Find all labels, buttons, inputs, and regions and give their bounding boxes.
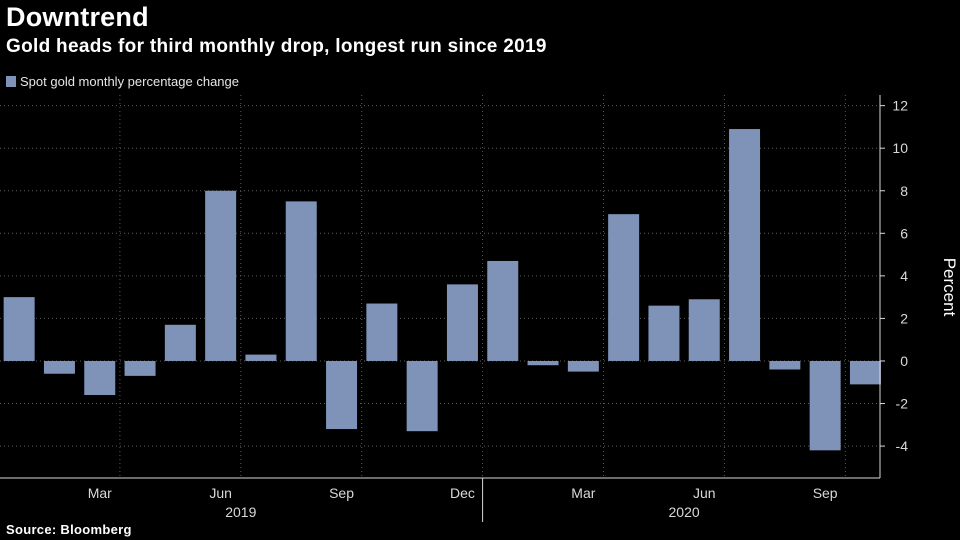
x-tick-label: Sep [329, 485, 354, 501]
x-tick-label: Sep [813, 485, 838, 501]
y-axis-label: Percent [940, 258, 959, 317]
axis-layer: -4 -2 0 2 4 6 8 10 12 Mar Jun Sep Dec Mar Jun Sep 2019 20… [0, 95, 908, 522]
bar-may-2020 [648, 305, 680, 361]
bar-jul-2019 [245, 354, 277, 361]
y-tick-label: 12 [892, 98, 908, 114]
bar-jan-2019 [3, 297, 35, 361]
bar-apr-2020 [608, 214, 640, 361]
bar-apr-2019 [124, 360, 156, 376]
bar-jan-2020 [487, 260, 519, 361]
bar-jun-2019 [205, 190, 237, 361]
y-tick-label: 0 [900, 353, 908, 369]
y-tick-label: 10 [892, 140, 908, 156]
source-note: Source: Bloomberg [6, 522, 132, 537]
x-tick-label: Jun [693, 485, 716, 501]
bar-jul-2020 [729, 129, 761, 361]
bar-jun-2020 [688, 299, 720, 361]
bar-nov-2019 [406, 360, 438, 432]
bar-feb-2020 [527, 360, 559, 366]
y-tick-label: 4 [900, 268, 908, 284]
y-tick-label: 6 [900, 225, 908, 241]
y-tick-label: -4 [896, 438, 909, 454]
x-year-label: 2020 [669, 504, 700, 520]
bar-feb-2019 [43, 360, 75, 374]
bar-oct-2019 [366, 303, 398, 361]
bar-aug-2020 [769, 360, 801, 370]
bar-aug-2019 [285, 201, 317, 361]
x-tick-label: Dec [450, 485, 475, 501]
chart-subtitle: Gold heads for third monthly drop, longe… [6, 36, 547, 57]
bars-layer [3, 129, 881, 451]
bar-dec-2019 [446, 284, 478, 361]
bar-may-2019 [164, 324, 196, 361]
bar-mar-2020 [567, 360, 599, 372]
chart-title: Downtrend [6, 2, 149, 32]
x-tick-label: Mar [571, 485, 595, 501]
y-tick-label: 2 [900, 310, 908, 326]
y-tick-label: 8 [900, 183, 908, 199]
x-year-label: 2019 [225, 504, 256, 520]
bar-sep-2020 [809, 360, 841, 451]
legend-label: Spot gold monthly percentage change [20, 74, 239, 89]
x-tick-label: Mar [88, 485, 112, 501]
bar-oct-2020 [849, 360, 881, 385]
grid-layer [0, 95, 880, 478]
y-tick-label: -2 [896, 396, 909, 412]
bar-mar-2019 [84, 360, 116, 396]
legend: Spot gold monthly percentage change [6, 74, 239, 89]
bar-sep-2019 [326, 360, 358, 430]
legend-swatch-icon [6, 76, 16, 87]
x-tick-label: Jun [209, 485, 232, 501]
